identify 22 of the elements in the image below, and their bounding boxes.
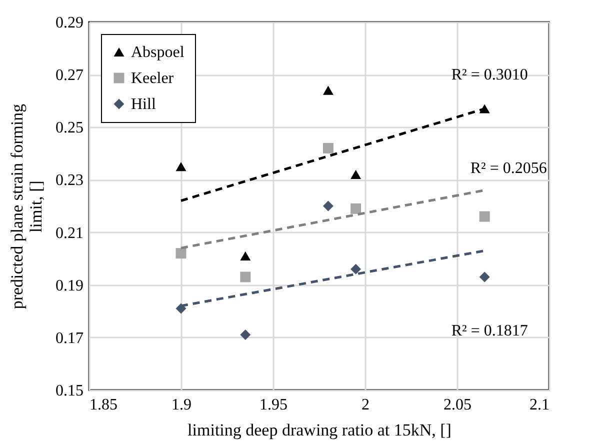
x-tick-label: 2 [362, 396, 370, 414]
y-tick-label: 0.25 [56, 120, 84, 137]
annotation: R² = 0.1817 [451, 322, 528, 340]
annotation: R² = 0.3010 [451, 66, 528, 84]
y-tick-label: 0.19 [56, 277, 84, 294]
legend-label: Abspoel [131, 44, 185, 61]
y-tick-label: 0.23 [56, 172, 84, 190]
y-tick-label: 0.29 [56, 14, 84, 32]
y-tick-label: 0.21 [56, 224, 84, 242]
legend-label: Keeler [131, 70, 174, 87]
x-tick-label: 1.85 [90, 396, 118, 414]
annotation: R² = 0.2056 [470, 160, 547, 178]
legend-label: Hill [131, 96, 156, 113]
y-tick-label: 0.15 [56, 382, 84, 400]
y-tick-label: 0.17 [56, 330, 84, 347]
x-tick-label: 1.9 [172, 396, 192, 414]
x-tick-label: 1.95 [260, 396, 288, 414]
x-axis-title: limiting deep drawing ratio at 15kN, [] [188, 420, 452, 440]
x-tick-label: 2.05 [444, 396, 472, 414]
y-tick-label: 0.27 [56, 67, 84, 84]
x-tick-label: 2.1 [530, 396, 550, 414]
y-axis-title: predicted plane strain forming limit, [] [8, 103, 46, 310]
